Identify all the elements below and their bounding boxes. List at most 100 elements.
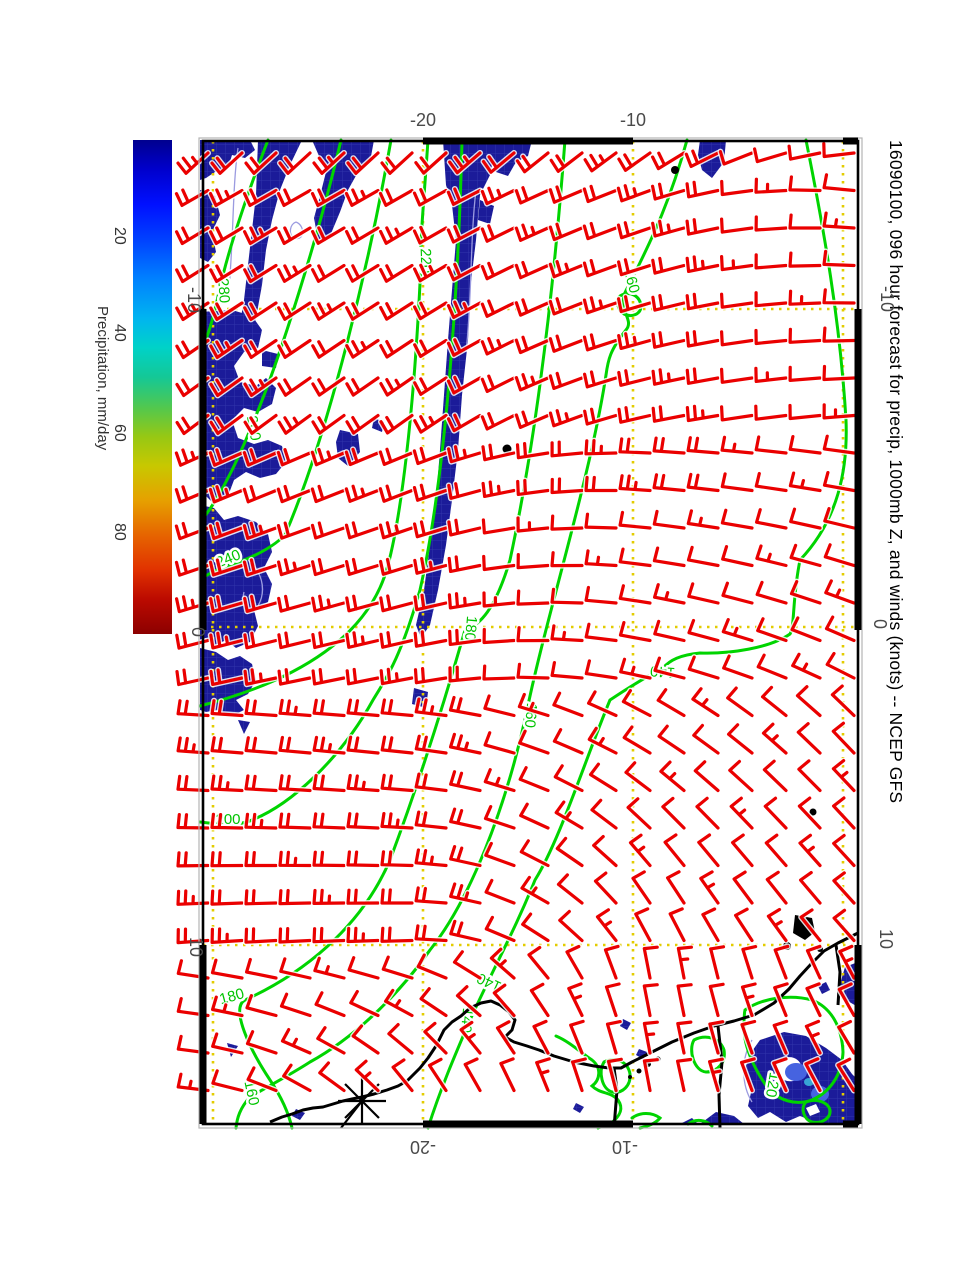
wind-barb	[210, 736, 244, 755]
precip-blob-mesh	[200, 140, 255, 180]
wind-barb	[838, 944, 856, 980]
wind-barb	[483, 768, 516, 793]
wind-barb	[175, 595, 210, 614]
wind-barb	[514, 373, 550, 392]
wind-barb	[822, 326, 856, 343]
wind-barb	[242, 558, 278, 577]
wind-barb	[624, 761, 652, 793]
wind-barb	[691, 687, 720, 718]
wind-barb	[480, 412, 516, 431]
wind-barb	[527, 945, 550, 980]
wind-barb	[720, 217, 754, 234]
wind-barb	[593, 871, 618, 905]
wind-barb	[686, 472, 720, 493]
wind-barb	[728, 759, 754, 793]
wind-barb	[379, 376, 414, 397]
wind-barb	[519, 802, 550, 830]
wind-barb	[773, 944, 790, 980]
wind-barb	[788, 327, 822, 344]
wind-barb	[617, 151, 652, 172]
wind-barb	[788, 365, 822, 382]
wind-barb	[209, 226, 244, 245]
wind-barb	[550, 587, 584, 605]
wind-barb	[446, 187, 482, 206]
wind-barb	[796, 722, 822, 755]
wind-barb	[276, 521, 312, 540]
wind-barb	[720, 508, 754, 530]
wind-barb	[483, 694, 516, 718]
wind-barb	[277, 413, 312, 435]
precip-blob-mesh	[262, 350, 278, 368]
wind-barb-halo	[243, 849, 279, 869]
wind-barb	[244, 774, 278, 793]
precip-blob-mesh	[238, 140, 302, 338]
wind-barb	[351, 1024, 380, 1055]
wind-barb	[210, 812, 244, 830]
wind-barb	[412, 225, 448, 245]
wind-barb	[606, 1057, 623, 1093]
wind-barb	[245, 994, 278, 1018]
wind-barb	[176, 889, 210, 906]
wind-barb	[463, 1057, 482, 1093]
wind-barb	[684, 149, 720, 168]
wind-barb	[449, 732, 482, 755]
wind-barb	[276, 188, 312, 207]
wind-barb	[344, 447, 380, 467]
wind-barb	[693, 760, 720, 793]
wind-barb	[242, 448, 278, 467]
graticule-layer	[203, 141, 858, 1124]
wind-barb	[731, 833, 754, 868]
wind-barb	[423, 1021, 448, 1055]
wind-barb	[550, 551, 584, 568]
wind-barb	[489, 947, 516, 980]
wind-barb	[495, 1020, 516, 1055]
wind-barb	[518, 766, 550, 793]
wind-barb	[484, 915, 516, 943]
wind-barb	[618, 547, 652, 568]
wind-barb	[345, 413, 380, 435]
wind-barb	[379, 263, 414, 283]
wind-barb	[701, 907, 720, 943]
wind-barb	[448, 695, 482, 718]
wind-barb	[210, 958, 244, 980]
wind-barb	[565, 944, 584, 980]
axis-label-top: -10	[620, 110, 646, 130]
wind-barb	[708, 1020, 725, 1055]
wind-barb	[642, 1058, 659, 1093]
wind-barb	[755, 544, 788, 568]
wind-barb	[345, 631, 380, 649]
wind-barb	[243, 594, 278, 613]
wind-barb	[616, 184, 652, 203]
wind-barb	[584, 475, 618, 493]
height-contours-layer: 2802602402202001801801601601601401401401…	[198, 138, 848, 1130]
wind-barb	[277, 338, 312, 359]
wind-barb	[346, 773, 380, 793]
wind-barb	[414, 697, 448, 718]
wind-barb	[695, 796, 720, 830]
map-frame-layer	[198, 137, 863, 1129]
wind-barb	[571, 1057, 587, 1093]
axis-label-top: -20	[410, 110, 436, 130]
wind-barb	[651, 405, 686, 423]
wind-barb	[548, 371, 584, 390]
wind-barb	[788, 251, 822, 268]
wind-barb	[741, 945, 758, 980]
wind-barb	[277, 376, 312, 397]
wind-barb	[653, 656, 686, 680]
wind-barb	[384, 988, 414, 1018]
wind-barb	[799, 871, 822, 905]
wind-barb	[209, 263, 244, 283]
wind-barb	[558, 909, 584, 943]
wind-barb	[245, 957, 278, 980]
wind-barb	[480, 261, 516, 281]
wind-barb	[795, 685, 822, 718]
wind-barb	[756, 653, 788, 680]
wind-barb	[619, 657, 652, 680]
wind-barb	[548, 260, 584, 279]
height-contour-seg	[630, 1112, 663, 1130]
wind-barb	[754, 291, 788, 308]
wind-barb	[550, 661, 584, 680]
wind-barb	[448, 628, 482, 646]
wind-barb	[312, 926, 346, 944]
axis-label-right: -10	[877, 286, 897, 312]
